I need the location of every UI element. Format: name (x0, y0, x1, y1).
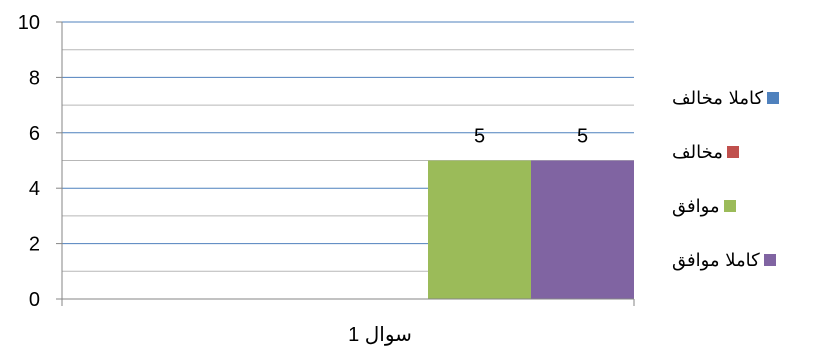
legend-item-series-2: مخالف (672, 140, 812, 164)
legend-label-series-4: كاملا موافق (672, 249, 760, 271)
y-tick-label: 8 (29, 67, 40, 89)
legend-label-series-3: موافق (672, 195, 720, 217)
legend-label-series-1: كاملا مخالف (672, 87, 764, 109)
legend-swatch-series-1 (767, 92, 780, 104)
y-tick-label: 10 (18, 12, 40, 34)
legend-item-series-1: كاملا مخالف (672, 86, 812, 110)
y-tick-label: 6 (29, 123, 40, 145)
data-label-series-3: 5 (474, 126, 485, 148)
legend-swatch-series-4 (763, 254, 776, 266)
legend-label-series-2: مخالف (672, 141, 723, 163)
x-axis: سوال 1 (56, 298, 635, 346)
legend-item-series-3: موافق (672, 194, 812, 218)
bar-series-4 (531, 160, 634, 299)
y-tick-label: 2 (29, 234, 40, 256)
y-tick-label: 0 (29, 289, 40, 311)
bar-series-3 (428, 160, 531, 299)
y-axis: 0 2 4 6 8 10 (18, 12, 63, 311)
legend-swatch-series-3 (723, 200, 736, 212)
legend-swatch-series-2 (726, 146, 739, 158)
x-category-label: سوال 1 (348, 324, 412, 346)
y-tick-label: 4 (29, 178, 40, 200)
legend-item-series-4: كاملا موافق (672, 248, 812, 272)
bars (428, 160, 634, 299)
gridlines (62, 21, 634, 272)
data-label-series-4: 5 (577, 126, 588, 148)
